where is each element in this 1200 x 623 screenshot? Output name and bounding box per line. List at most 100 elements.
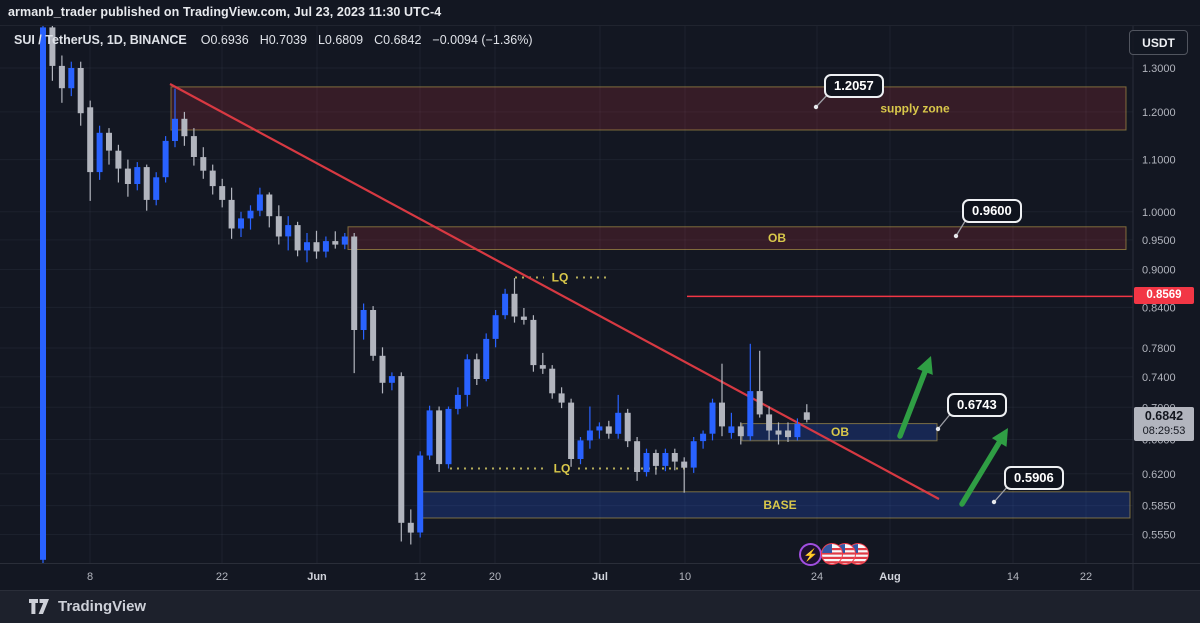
zone-ob-upper[interactable] [347, 226, 1127, 251]
time-tick-10: 10 [679, 571, 691, 583]
candle [454, 394, 461, 409]
tradingview-watermark-text: TradingView [58, 598, 147, 615]
candle [492, 315, 499, 339]
candle [502, 293, 509, 316]
tradingview-watermark[interactable]: TradingView [28, 598, 146, 615]
candle [690, 441, 697, 468]
candle [266, 194, 273, 217]
candle [728, 426, 735, 433]
candle [370, 310, 377, 356]
candle [662, 453, 669, 466]
candle [483, 338, 490, 379]
candle [586, 430, 593, 441]
candle [87, 107, 94, 173]
candle [313, 242, 320, 252]
price-tick-0.8400: 0.8400 [1142, 302, 1176, 314]
ohlc-open: O0.6936 [200, 33, 249, 47]
candle [322, 241, 329, 252]
candle [426, 410, 433, 456]
candle [596, 426, 603, 431]
price-callout-0.5906[interactable]: 0.5906 [1004, 466, 1064, 490]
candle [709, 402, 716, 434]
price-tick-1.0000: 1.0000 [1142, 207, 1176, 219]
price-tick-0.5550: 0.5550 [1142, 530, 1176, 542]
candle [209, 170, 216, 187]
candle [247, 210, 254, 219]
candle [417, 455, 424, 533]
zone-label-supply-zone: supply zone [880, 101, 950, 115]
time-tick-24: 24 [811, 571, 823, 583]
price-tick-1.2000: 1.2000 [1142, 107, 1176, 119]
zone-supply-zone[interactable] [170, 86, 1127, 131]
candle [464, 359, 471, 395]
candle [700, 433, 707, 442]
price-callout-0.6743[interactable]: 0.6743 [947, 393, 1007, 417]
candle [520, 316, 527, 320]
time-tick-8: 8 [87, 571, 93, 583]
lightning-event-icon[interactable]: ⚡ [799, 543, 822, 566]
candle [652, 453, 659, 466]
us-flag-event-icon[interactable] [820, 542, 844, 566]
price-tick-0.6200: 0.6200 [1142, 469, 1176, 481]
callout-anchor-dot [953, 233, 959, 239]
candle [643, 453, 650, 473]
candle [219, 186, 226, 200]
candle [671, 453, 678, 462]
candle [172, 118, 178, 141]
bullish-arrow-2[interactable] [959, 439, 1002, 507]
candle [719, 402, 725, 427]
candle [275, 216, 282, 237]
candle [568, 402, 575, 459]
callout-anchor-dot [813, 104, 819, 110]
candle [615, 412, 622, 434]
symbol-title[interactable]: SUI / TetherUS, 1D, BINANCE [14, 33, 187, 47]
zone-label-base: BASE [763, 498, 796, 512]
tradingview-logo-icon [29, 599, 49, 614]
current-price-value: 0.6842 [1144, 409, 1184, 423]
candle [304, 242, 310, 251]
price-tick-0.9500: 0.9500 [1142, 235, 1176, 247]
candle [106, 132, 112, 151]
bullish-arrow-1[interactable] [897, 369, 928, 439]
time-tick-22: 22 [1080, 571, 1092, 583]
ohlc-close: C0.6842 [374, 33, 422, 47]
time-tick-20: 20 [489, 571, 501, 583]
price-callout-0.9600[interactable]: 0.9600 [962, 199, 1022, 223]
price-callout-1.2057[interactable]: 1.2057 [824, 74, 884, 98]
candle [134, 167, 141, 184]
price-tick-0.7400: 0.7400 [1142, 372, 1176, 384]
candle [285, 225, 292, 237]
candle [190, 136, 197, 157]
candle [549, 368, 556, 394]
callout-anchor-dot [991, 499, 997, 505]
candle [153, 177, 160, 200]
time-tick-14: 14 [1007, 571, 1019, 583]
candle [96, 132, 103, 173]
alert-price-axis-label[interactable]: 0.8569 [1134, 287, 1194, 304]
ohlc-high: H0.7039 [259, 33, 307, 47]
candle [577, 440, 584, 459]
candle [398, 376, 405, 523]
time-tick-22: 22 [216, 571, 228, 583]
time-tick-Aug: Aug [879, 571, 900, 583]
candle [737, 426, 744, 437]
symbol-header: SUI / TetherUS, 1D, BINANCE O0.6936 H0.703… [14, 33, 543, 47]
candle [445, 408, 452, 465]
zone-base[interactable] [421, 491, 1131, 519]
candle-countdown: 08:29:53 [1142, 425, 1186, 437]
candle [238, 218, 244, 229]
candle [681, 461, 688, 468]
descending-trendline[interactable] [169, 83, 940, 500]
currency-toggle-button[interactable]: USDT [1129, 30, 1188, 55]
zone-label-ob-lower: OB [831, 425, 849, 439]
candle [351, 236, 358, 330]
candle [360, 310, 367, 330]
price-tick-0.9000: 0.9000 [1142, 265, 1176, 277]
candle [634, 441, 641, 472]
candle [436, 410, 443, 465]
candle [530, 319, 537, 366]
time-tick-12: 12 [414, 571, 426, 583]
candle [407, 522, 414, 533]
callout-anchor-dot [935, 426, 941, 432]
candle [605, 426, 612, 434]
